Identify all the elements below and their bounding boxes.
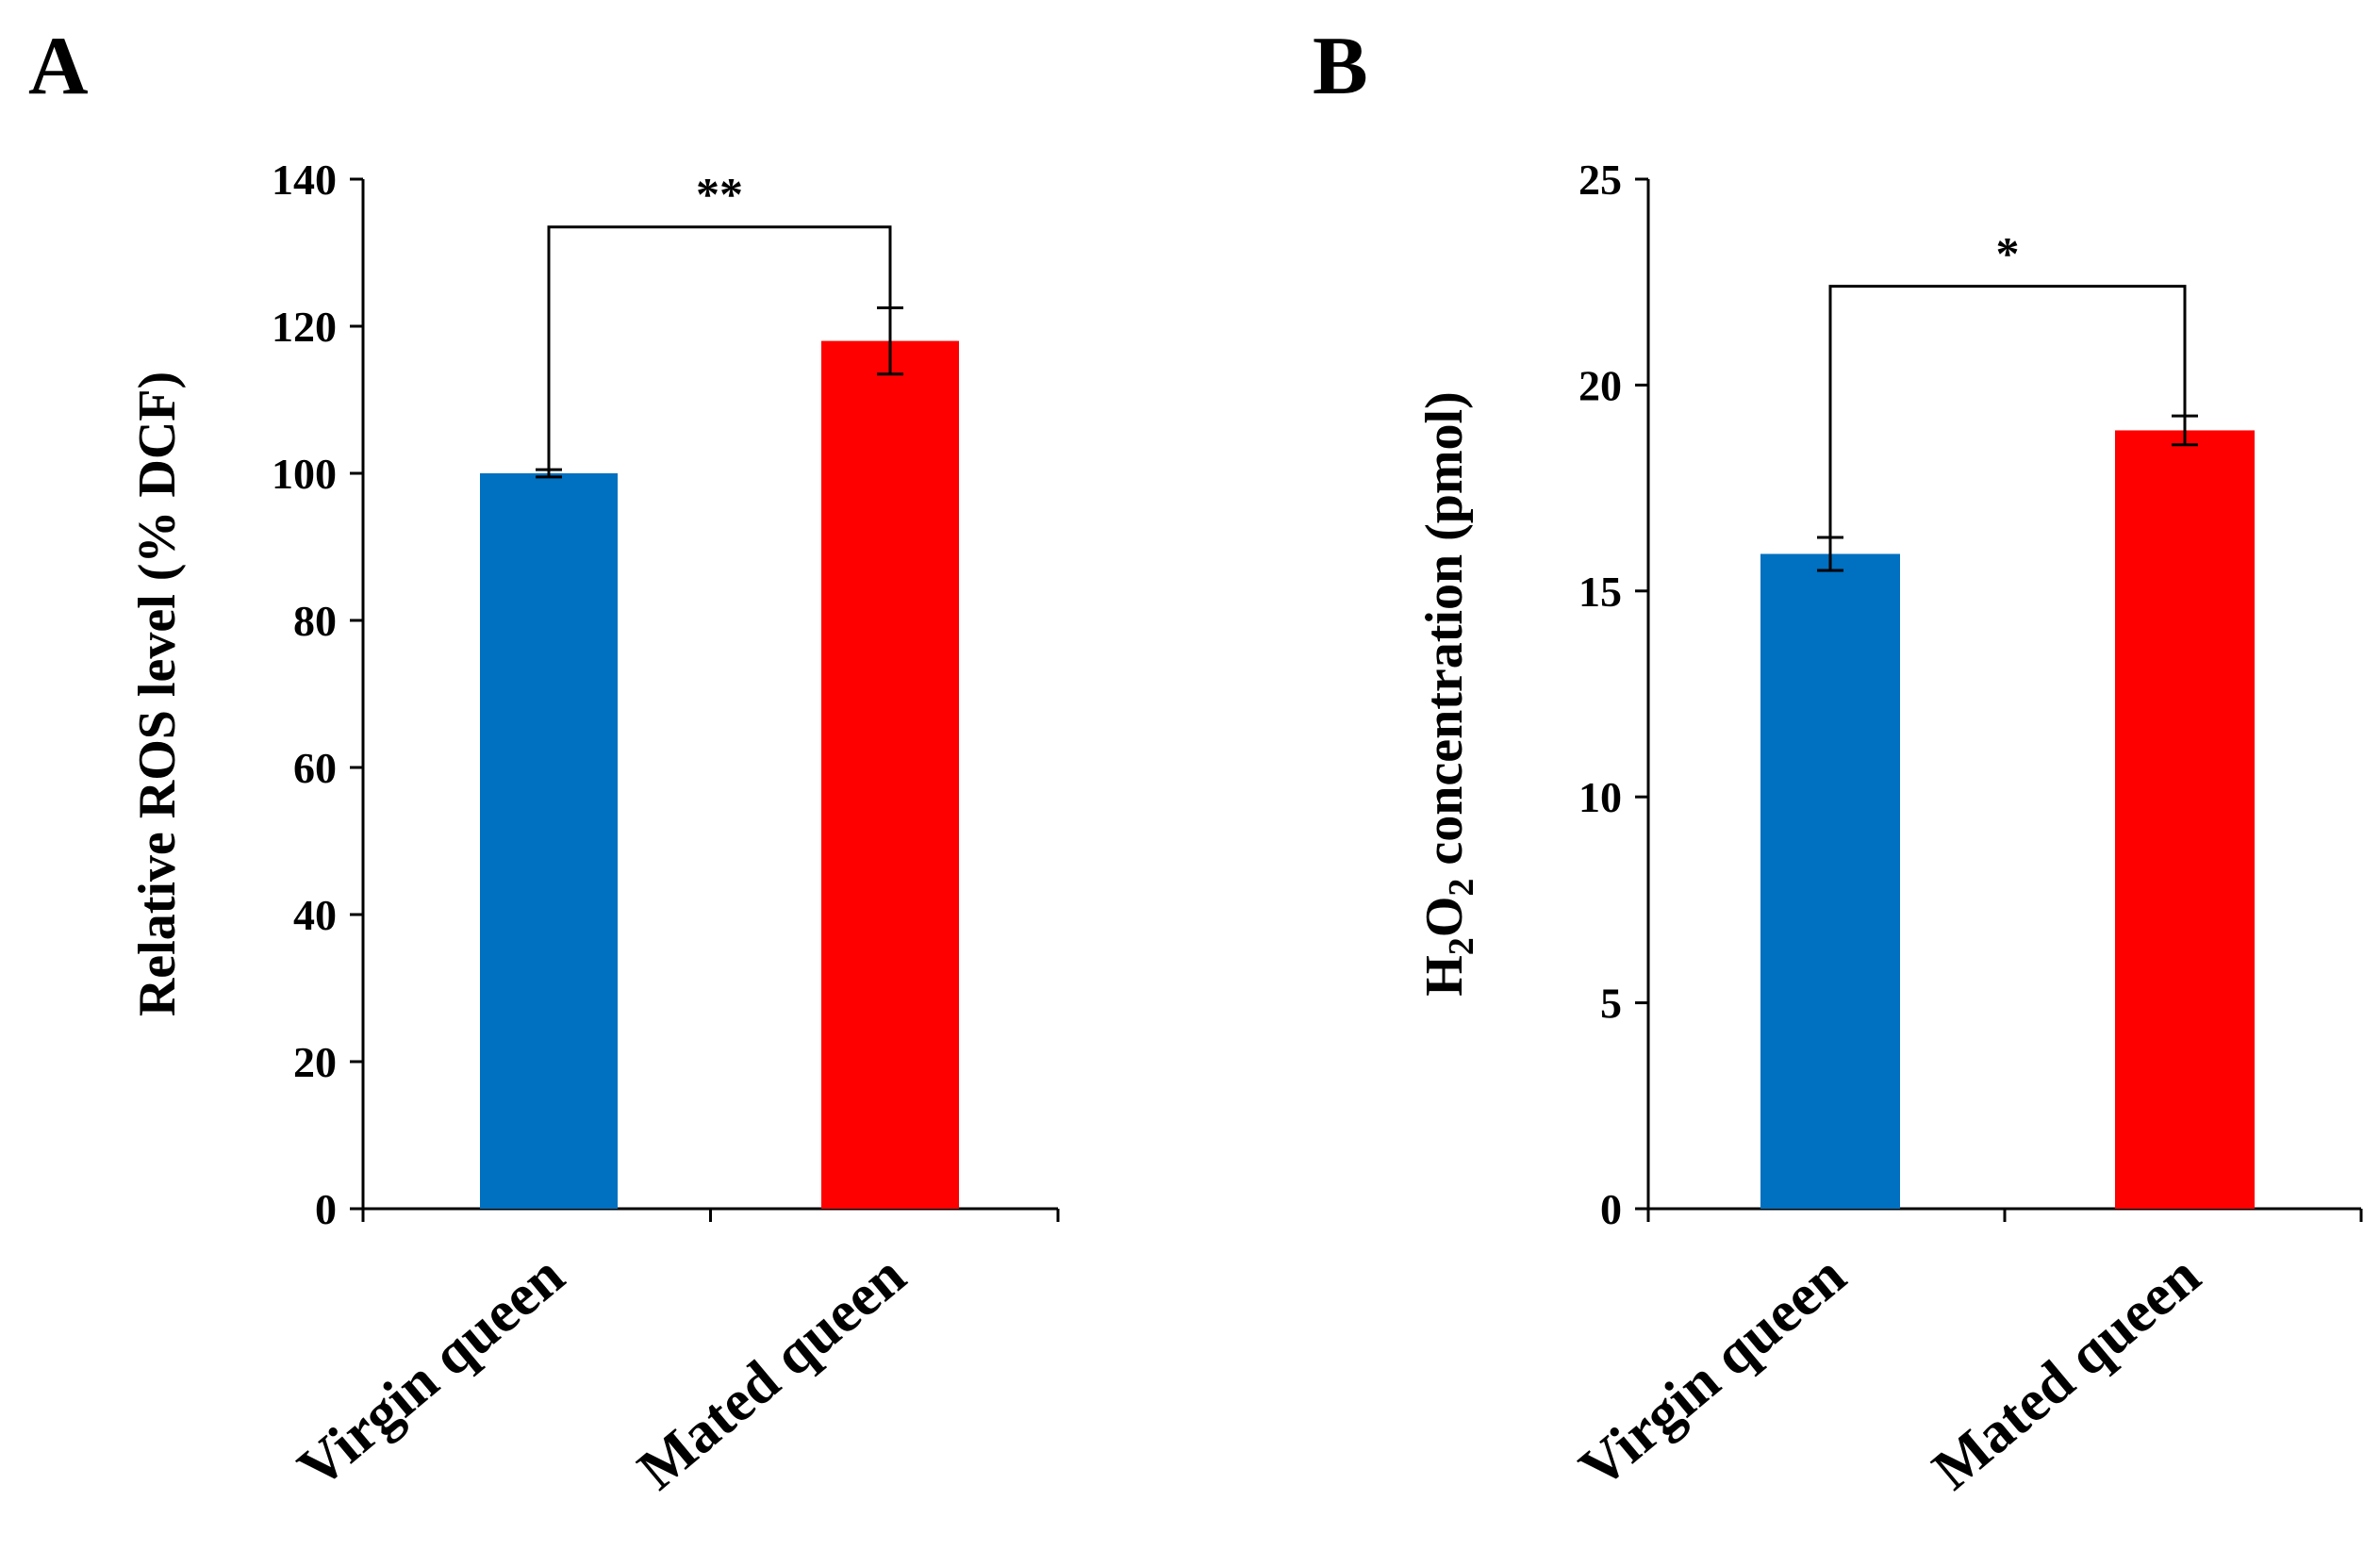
bar-mated-queen: [2115, 430, 2255, 1209]
y-tick-label: 5: [1600, 980, 1622, 1028]
y-tick-label: 140: [272, 156, 337, 204]
panel-b-letter: B: [1313, 21, 1368, 112]
y-tick-label: 120: [272, 303, 337, 351]
panel-a-letter: A: [28, 21, 89, 112]
y-tick-label: 10: [1578, 773, 1622, 821]
y-tick-label: 40: [293, 891, 337, 939]
y-tick-label: 60: [293, 744, 337, 792]
category-label: Mated queen: [1921, 1244, 2212, 1503]
bar-virgin-queen: [1760, 553, 1900, 1209]
y-axis-title-h: H: [1415, 955, 1474, 997]
y-tick-label: 80: [293, 597, 337, 645]
significance-bracket: [547, 225, 892, 470]
y-tick-label: 20: [1578, 361, 1622, 409]
y-tick-label: 0: [315, 1185, 337, 1233]
y-axis-title-sub: 2: [1442, 937, 1481, 955]
y-axis-title-o: O: [1415, 897, 1474, 938]
y-tick-label: 0: [1600, 1185, 1622, 1233]
y-tick-label: 15: [1578, 568, 1622, 616]
category-label: Virgin queen: [1568, 1244, 1858, 1501]
y-axis-title: Relative ROS level (% DCF): [128, 371, 187, 1016]
chart-panel-a: 0 20 40 60 80 100 120 140 Virgin queen Mated quee…: [128, 156, 1060, 1503]
bar-mated-queen: [821, 340, 959, 1210]
significance-bracket: [1828, 285, 2187, 538]
y-axis-title-sub: 2: [1442, 879, 1481, 897]
category-label: Mated queen: [626, 1244, 917, 1503]
y-axis-title-rest: concentration (pmol): [1415, 391, 1474, 878]
significance-label: *: [1996, 227, 2020, 280]
bar-virgin-queen: [480, 473, 618, 1209]
significance-label: **: [696, 168, 743, 221]
y-axis-title: H2O2 concentration (pmol): [1415, 391, 1481, 996]
y-tick-label: 25: [1578, 156, 1622, 204]
y-tick-label: 100: [272, 450, 337, 498]
y-tick-label: 20: [293, 1038, 337, 1086]
category-label: Virgin queen: [287, 1244, 576, 1501]
